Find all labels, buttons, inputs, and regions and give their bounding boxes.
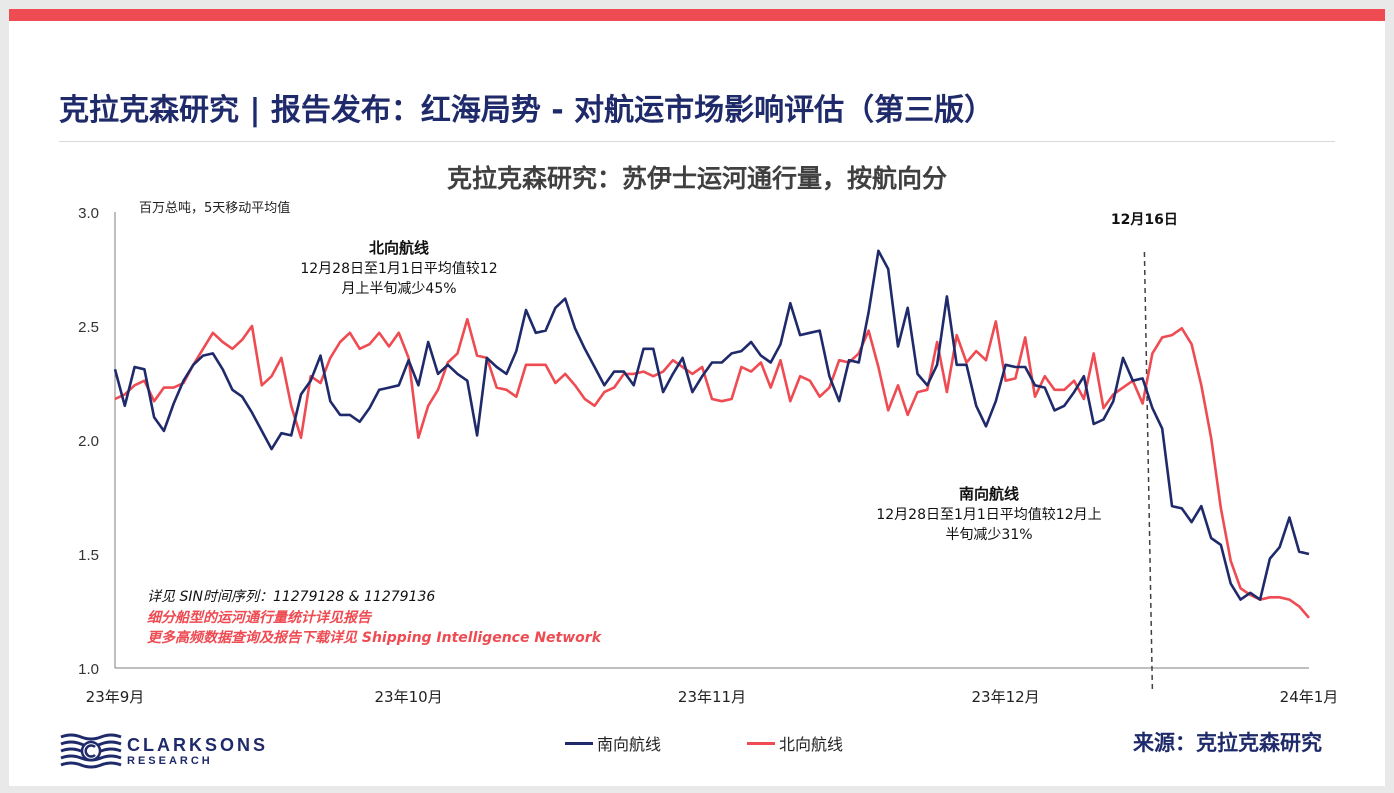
source-label: 来源：克拉克森研究 (1133, 731, 1322, 755)
legend-swatch-southbound (565, 741, 593, 745)
x-tick-label: 23年12月 (972, 688, 1040, 706)
legend-swatch-northbound (747, 741, 775, 745)
chart-title: 克拉克森研究：苏伊士运河通行量，按航向分 (446, 164, 947, 193)
series-line-southbound (113, 249, 1310, 601)
series-line-northbound (114, 317, 1310, 619)
page-title: 克拉克森研究 | 报告发布：红海局势 - 对航运市场影响评估（第三版） (59, 93, 995, 128)
title-divider (59, 141, 1335, 142)
north-annotation-text: 月上半旬减少45% (341, 281, 456, 297)
x-tick-label: 23年10月 (375, 688, 443, 706)
logo-main-text: CLARKSONS (127, 735, 269, 755)
legend-item-southbound: 南向航线 (565, 733, 662, 754)
logo-sub-text: RESEARCH (127, 755, 213, 767)
report-note: 细分船型的运河通行量统计详见报告 (147, 609, 373, 626)
y-tick-label: 1.5 (78, 547, 99, 564)
y-tick-label: 1.0 (78, 661, 99, 678)
north-annotation-title: 北向航线 (369, 239, 429, 257)
legend-label-southbound: 南向航线 (597, 735, 662, 754)
marker-line (1143, 251, 1154, 692)
clarksons-wordmark: CLARKSONS RESEARCH (127, 735, 268, 768)
suez-transit-chart: 3.0 2.5 2.0 1.5 1.0 百万总吨，5天移动平均值 23年9月 23年10月 23… (78, 200, 1339, 706)
top-accent-bar (9, 9, 1385, 21)
sin-series-note: 详见 SIN时间序列：11279128 & 11279136 (147, 589, 435, 605)
clarksons-logo-icon (60, 733, 122, 769)
y-tick-label: 2.5 (78, 319, 99, 336)
x-tick-label: 24年1月 (1280, 688, 1339, 706)
legend-item-northbound: 北向航线 (747, 733, 844, 754)
south-annotation-text: 半旬减少31% (945, 527, 1032, 543)
south-annotation-text: 12月28日至1月1日平均值较12月上 (876, 507, 1101, 523)
x-tick-label: 23年9月 (86, 688, 145, 706)
south-annotation-title: 南向航线 (959, 485, 1019, 503)
sin-network-note: 更多高频数据查询及报告下载详见 Shipping Intelligence Ne… (147, 629, 603, 646)
legend-label-northbound: 北向航线 (779, 735, 844, 754)
north-annotation-text: 12月28日至1月1日平均值较12 (300, 261, 497, 277)
slide: 克拉克森研究 | 报告发布：红海局势 - 对航运市场影响评估（第三版） 克拉克森… (9, 9, 1385, 786)
x-tick-label: 23年11月 (678, 688, 746, 706)
y-tick-label: 2.0 (78, 433, 99, 450)
y-axis-unit-label: 百万总吨，5天移动平均值 (139, 200, 290, 216)
y-tick-label: 3.0 (78, 205, 99, 222)
marker-label: 12月16日 (1111, 212, 1178, 228)
